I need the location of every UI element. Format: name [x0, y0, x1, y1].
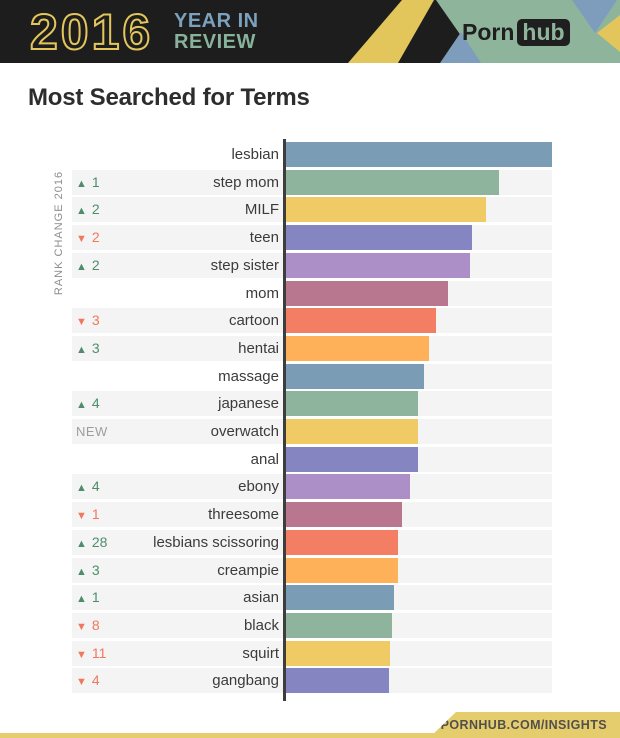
bar — [286, 668, 389, 693]
bar — [286, 447, 418, 472]
rank-change-down: ▼ 3 — [76, 312, 100, 328]
bar — [286, 336, 429, 361]
term-label: hentai — [238, 340, 279, 357]
rank-down-icon: ▼ — [76, 510, 87, 522]
bar — [286, 419, 418, 444]
header-banner: 2016 YEAR IN REVIEW Porn hub — [0, 0, 620, 63]
bar — [286, 253, 470, 278]
rank-up-icon: ▲ — [76, 593, 87, 605]
term-label: asian — [243, 589, 279, 606]
term-label: mom — [245, 285, 279, 302]
term-label: creampie — [217, 562, 279, 579]
rank-down-icon: ▼ — [76, 649, 87, 661]
year-in-text: YEAR IN — [174, 10, 259, 32]
term-label: black — [243, 617, 279, 634]
bar — [286, 641, 390, 666]
bar — [286, 308, 436, 333]
term-label: cartoon — [228, 312, 279, 329]
rank-change-up: ▲ 2 — [76, 257, 100, 273]
rank-change-down: ▼ 2 — [76, 229, 100, 245]
bar — [286, 613, 392, 638]
rank-change-up: ▲ 4 — [76, 395, 100, 411]
term-label: ebony — [238, 478, 279, 495]
term-label: anal — [250, 451, 279, 468]
rank-change-up: ▲ 1 — [76, 174, 100, 190]
rank-up-icon: ▲ — [76, 538, 87, 550]
pornhub-logo-hub: hub — [517, 19, 570, 46]
term-label: lesbian — [231, 146, 279, 163]
term-label: massage — [218, 368, 279, 385]
rank-change-up: ▲ 3 — [76, 562, 100, 578]
term-label: MILF — [244, 201, 279, 218]
rank-change-up: ▲ 28 — [76, 534, 108, 550]
axis-line — [283, 139, 286, 701]
term-label: teen — [249, 229, 279, 246]
rank-down-icon: ▼ — [76, 621, 87, 633]
page-title: Most Searched for Terms — [28, 84, 310, 111]
year-in-review-label: YEAR IN REVIEW — [174, 11, 259, 53]
rank-down-icon: ▼ — [76, 676, 87, 688]
bar — [286, 197, 486, 222]
rank-change-new: NEW — [76, 424, 108, 439]
rank-up-icon: ▲ — [76, 566, 87, 578]
bar — [286, 364, 424, 389]
year-2016-logo: 2016 — [29, 3, 154, 61]
rank-change-up: ▲ 2 — [76, 201, 100, 217]
rank-up-icon: ▲ — [76, 482, 87, 494]
bar — [286, 474, 410, 499]
rank-change-down: ▼ 4 — [76, 672, 100, 688]
bar — [286, 502, 402, 527]
term-label: lesbians scissoring — [153, 534, 279, 551]
rank-change-up: ▲ 4 — [76, 478, 100, 494]
bar — [286, 391, 418, 416]
bar — [286, 558, 398, 583]
rank-down-icon: ▼ — [76, 316, 87, 328]
rank-up-icon: ▲ — [76, 205, 87, 217]
term-label: threesome — [208, 506, 279, 523]
rank-up-icon: ▲ — [76, 261, 87, 273]
term-label: squirt — [242, 645, 279, 662]
review-text: REVIEW — [174, 31, 256, 53]
bar — [286, 281, 448, 306]
rank-up-icon: ▲ — [76, 178, 87, 190]
term-label: step sister — [210, 257, 279, 274]
rank-down-icon: ▼ — [76, 233, 87, 245]
footer-strip — [0, 733, 620, 738]
rank-change-down: ▼ 1 — [76, 506, 100, 522]
rank-change-axis-label: RANK CHANGE 2016 — [53, 170, 65, 296]
bar — [286, 530, 398, 555]
bar — [286, 585, 394, 610]
footer-banner: PORNHUB.COM/INSIGHTS — [429, 712, 620, 738]
bar — [286, 170, 499, 195]
rank-change-down: ▼ 8 — [76, 617, 100, 633]
term-label: japanese — [218, 395, 279, 412]
term-label: step mom — [213, 174, 279, 191]
rank-change-down: ▼ 11 — [76, 645, 107, 661]
rank-change-up: ▲ 3 — [76, 340, 100, 356]
rank-change-up: ▲ 1 — [76, 589, 100, 605]
rank-up-icon: ▲ — [76, 344, 87, 356]
pornhub-logo: Porn hub — [462, 19, 570, 46]
bar — [286, 142, 552, 167]
rank-up-icon: ▲ — [76, 399, 87, 411]
term-label: gangbang — [212, 672, 279, 689]
bar — [286, 225, 472, 250]
term-label: overwatch — [210, 423, 279, 440]
pornhub-logo-porn: Porn — [462, 19, 515, 45]
footer-url: PORNHUB.COM/INSIGHTS — [440, 718, 607, 732]
